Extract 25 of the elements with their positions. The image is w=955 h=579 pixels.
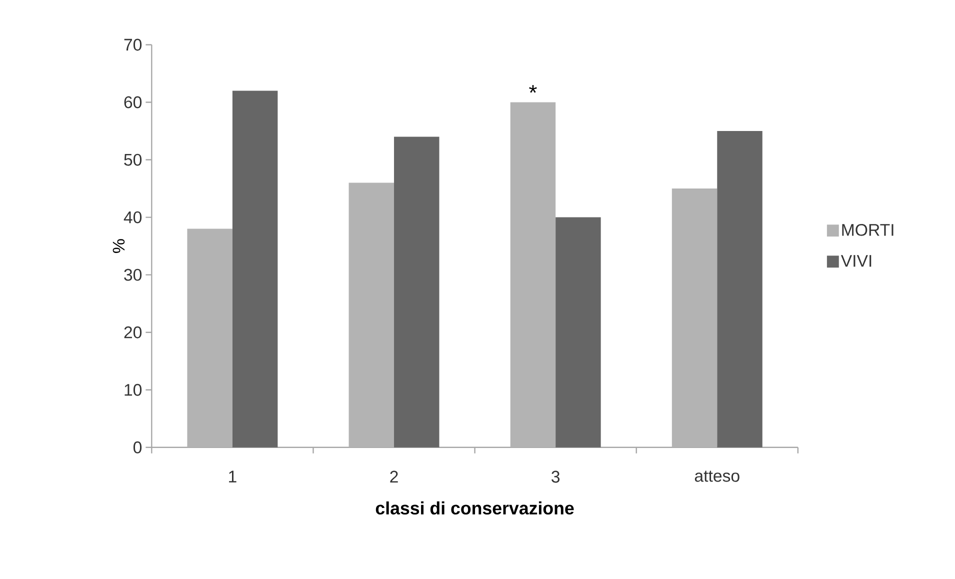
y-tick-label: 10 [124,384,142,396]
annotation: * [529,85,537,93]
x-tick-label: 3 [552,470,560,483]
y-tick-label: 60 [124,96,142,108]
legend-label: VIVI [840,255,872,267]
bar [672,188,718,448]
legend-label: MORTI [842,224,894,236]
bar [232,90,278,448]
bar [556,217,601,448]
y-tick-label: 50 [124,154,142,166]
y-tick-label: 20 [124,326,142,338]
y-tick-label: 40 [124,212,142,224]
bar [394,136,440,448]
x-axis-title: classi di conservazione [376,502,574,515]
bar [717,131,762,448]
x-tick-label: 1 [229,470,236,483]
bar [348,182,394,448]
y-tick-label: 30 [124,269,142,281]
bar [187,228,232,448]
x-tick-label: atteso [694,470,740,482]
y-tick-label: 70 [124,38,142,51]
bar [510,102,556,448]
y-tick-label: 0 [133,442,142,454]
y-axis-title: % [112,239,125,254]
x-tick-label: 2 [390,470,398,483]
